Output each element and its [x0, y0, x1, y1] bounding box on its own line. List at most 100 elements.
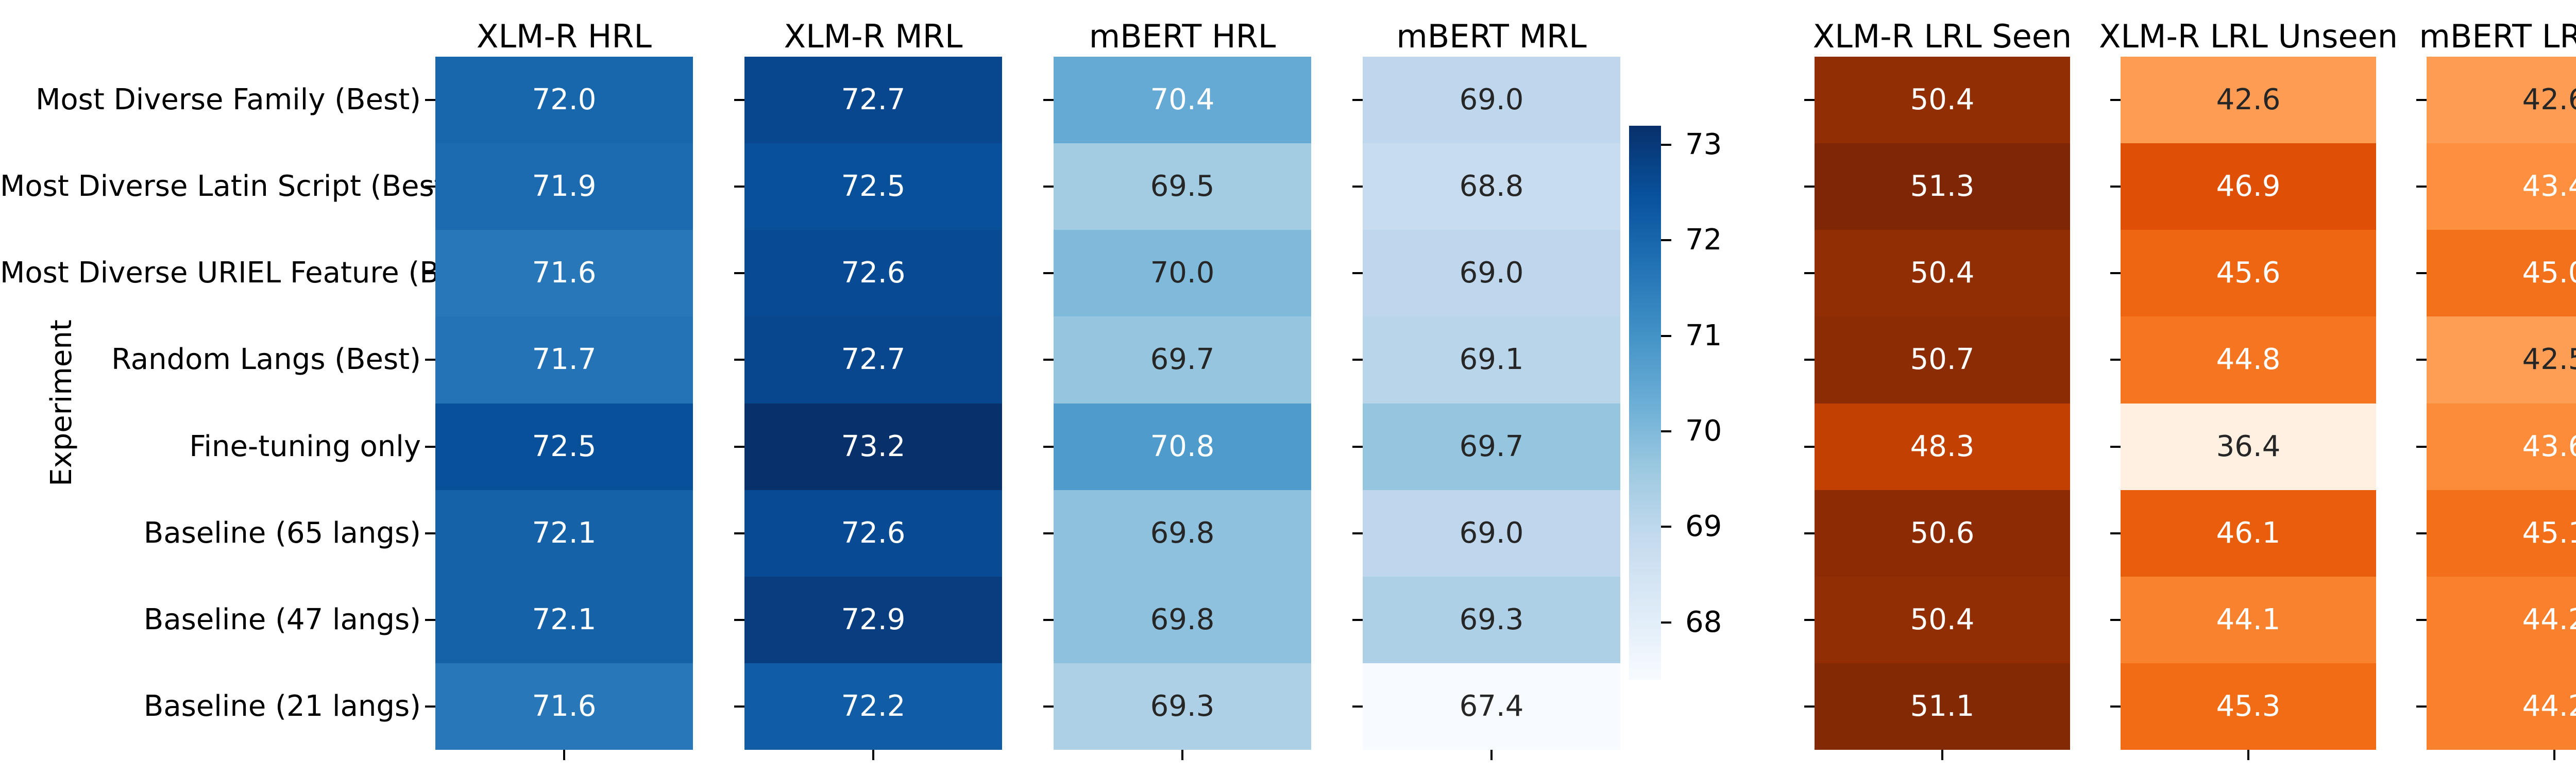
heatmap-panel: 72.7 72.5 72.6 72.7 73.2 72.6 72.9 72.2: [744, 57, 1002, 750]
row-tick: [1352, 99, 1363, 102]
row-tick: [425, 186, 435, 188]
heatmap-cell: 69.3: [1363, 576, 1620, 663]
heatmap-cell: 45.3: [2121, 663, 2376, 750]
row-label: Baseline (21 langs): [143, 689, 421, 723]
row-tick: [2110, 618, 2121, 621]
heatmap-cell: 69.0: [1363, 230, 1620, 317]
row-tick: [1804, 186, 1815, 188]
x-tick: [1941, 750, 1943, 760]
heatmap-cell: 48.3: [1815, 403, 2070, 490]
heatmap-cell: 72.5: [435, 403, 693, 490]
heatmap-cell: 69.7: [1054, 316, 1311, 404]
colorbar-tick-label: 73: [1685, 128, 1722, 162]
cell-value: 50.4: [1910, 256, 1975, 290]
heatmap-cell: 67.4: [1363, 663, 1620, 750]
row-tick: [2416, 618, 2427, 621]
colorbar-gradient: [1629, 126, 1661, 680]
heatmap-cell: 44.2: [2427, 576, 2576, 663]
cell-value: 68.8: [1459, 170, 1524, 204]
cell-value: 44.2: [2522, 689, 2576, 723]
cell-value: 72.7: [841, 343, 906, 377]
cell-value: 45.0: [2522, 256, 2576, 290]
heatmap-cell: 42.6: [2427, 57, 2576, 144]
cell-value: 44.2: [2522, 602, 2576, 636]
row-tick: [1352, 705, 1363, 708]
row-tick: [734, 618, 744, 621]
heatmap-cell: 72.1: [435, 576, 693, 663]
row-tick: [734, 532, 744, 534]
heatmap-cell: 44.1: [2121, 576, 2376, 663]
panel-title: XLM-R HRL: [477, 18, 652, 55]
cell-value: 50.4: [1910, 602, 1975, 636]
heatmap-cell: 72.7: [744, 57, 1002, 144]
panel-title: XLM-R LRL Seen: [1812, 18, 2072, 55]
heatmap-cell: 72.6: [744, 230, 1002, 317]
cell-value: 71.6: [532, 256, 597, 290]
colorbar-tick: [1661, 526, 1671, 528]
colorbar-tick-label: 68: [1685, 605, 1722, 639]
colorbar-tick-label: 71: [1685, 318, 1722, 352]
cell-value: 72.6: [841, 516, 906, 550]
row-tick: [2416, 272, 2427, 275]
row-tick: [1043, 99, 1054, 102]
row-tick: [425, 705, 435, 708]
row-tick: [1043, 186, 1054, 188]
row-tick: [1352, 532, 1363, 534]
cell-value: 51.3: [1910, 170, 1975, 204]
cell-value: 72.1: [532, 602, 597, 636]
heatmap-cell: 44.8: [2121, 316, 2376, 404]
heatmap-cell: 71.9: [435, 143, 693, 230]
row-label: Baseline (65 langs): [143, 516, 421, 550]
heatmap-cell: 71.6: [435, 663, 693, 750]
heatmap-cell: 51.1: [1815, 663, 2070, 750]
cell-value: 46.1: [2216, 516, 2281, 550]
heatmap-cell: 50.4: [1815, 57, 2070, 144]
row-tick: [2110, 186, 2121, 188]
row-tick: [734, 359, 744, 361]
cell-value: 69.1: [1459, 343, 1524, 377]
heatmap-cell: 69.5: [1054, 143, 1311, 230]
cell-value: 70.4: [1150, 83, 1215, 117]
row-tick: [425, 445, 435, 448]
row-tick: [1352, 186, 1363, 188]
heatmap-panel: 42.6 43.4 45.0 42.5 43.6 45.1 44.2 44.2: [2427, 57, 2576, 750]
colorbar-tick: [1661, 430, 1671, 433]
heatmap-cell: 69.7: [1363, 403, 1620, 490]
cell-value: 72.7: [841, 83, 906, 117]
panel-title: mBERT MRL: [1396, 18, 1587, 55]
colorbar-tick-label: 72: [1685, 223, 1722, 257]
row-tick: [734, 705, 744, 708]
cell-value: 69.8: [1150, 602, 1215, 636]
row-tick: [2110, 532, 2121, 534]
cell-value: 69.7: [1150, 343, 1215, 377]
heatmap-cell: 70.8: [1054, 403, 1311, 490]
heatmap-panel: 69.0 68.8 69.0 69.1 69.7 69.0 69.3 67.4: [1363, 57, 1620, 750]
heatmap-cell: 69.8: [1054, 490, 1311, 577]
row-tick: [1352, 272, 1363, 275]
heatmap-cell: 69.1: [1363, 316, 1620, 404]
row-tick: [2416, 445, 2427, 448]
row-tick: [1352, 618, 1363, 621]
cell-value: 69.0: [1459, 516, 1524, 550]
colorbar-tick-label: 70: [1685, 414, 1722, 448]
heatmap-panel: 42.6 46.9 45.6 44.8 36.4 46.1 44.1 45.3: [2121, 57, 2376, 750]
heatmap-cell: 69.8: [1054, 576, 1311, 663]
cell-value: 70.0: [1150, 256, 1215, 290]
row-tick: [1043, 272, 1054, 275]
cell-value: 72.1: [532, 516, 597, 550]
row-tick: [2416, 186, 2427, 188]
cell-value: 43.4: [2522, 170, 2576, 204]
heatmap-panel: 50.4 51.3 50.4 50.7 48.3 50.6 50.4 51.1: [1815, 57, 2070, 750]
heatmap-panel: 72.0 71.9 71.6 71.7 72.5 72.1 72.1 71.6: [435, 57, 693, 750]
x-tick: [1490, 750, 1493, 760]
row-label: Random Langs (Best): [111, 343, 421, 377]
heatmap-cell: 69.3: [1054, 663, 1311, 750]
row-label: Fine-tuning only: [189, 429, 421, 463]
row-tick: [1043, 618, 1054, 621]
cell-value: 72.9: [841, 602, 906, 636]
cell-value: 71.6: [532, 689, 597, 723]
cell-value: 45.3: [2216, 689, 2281, 723]
row-tick: [2110, 272, 2121, 275]
heatmap-cell: 45.0: [2427, 230, 2576, 317]
